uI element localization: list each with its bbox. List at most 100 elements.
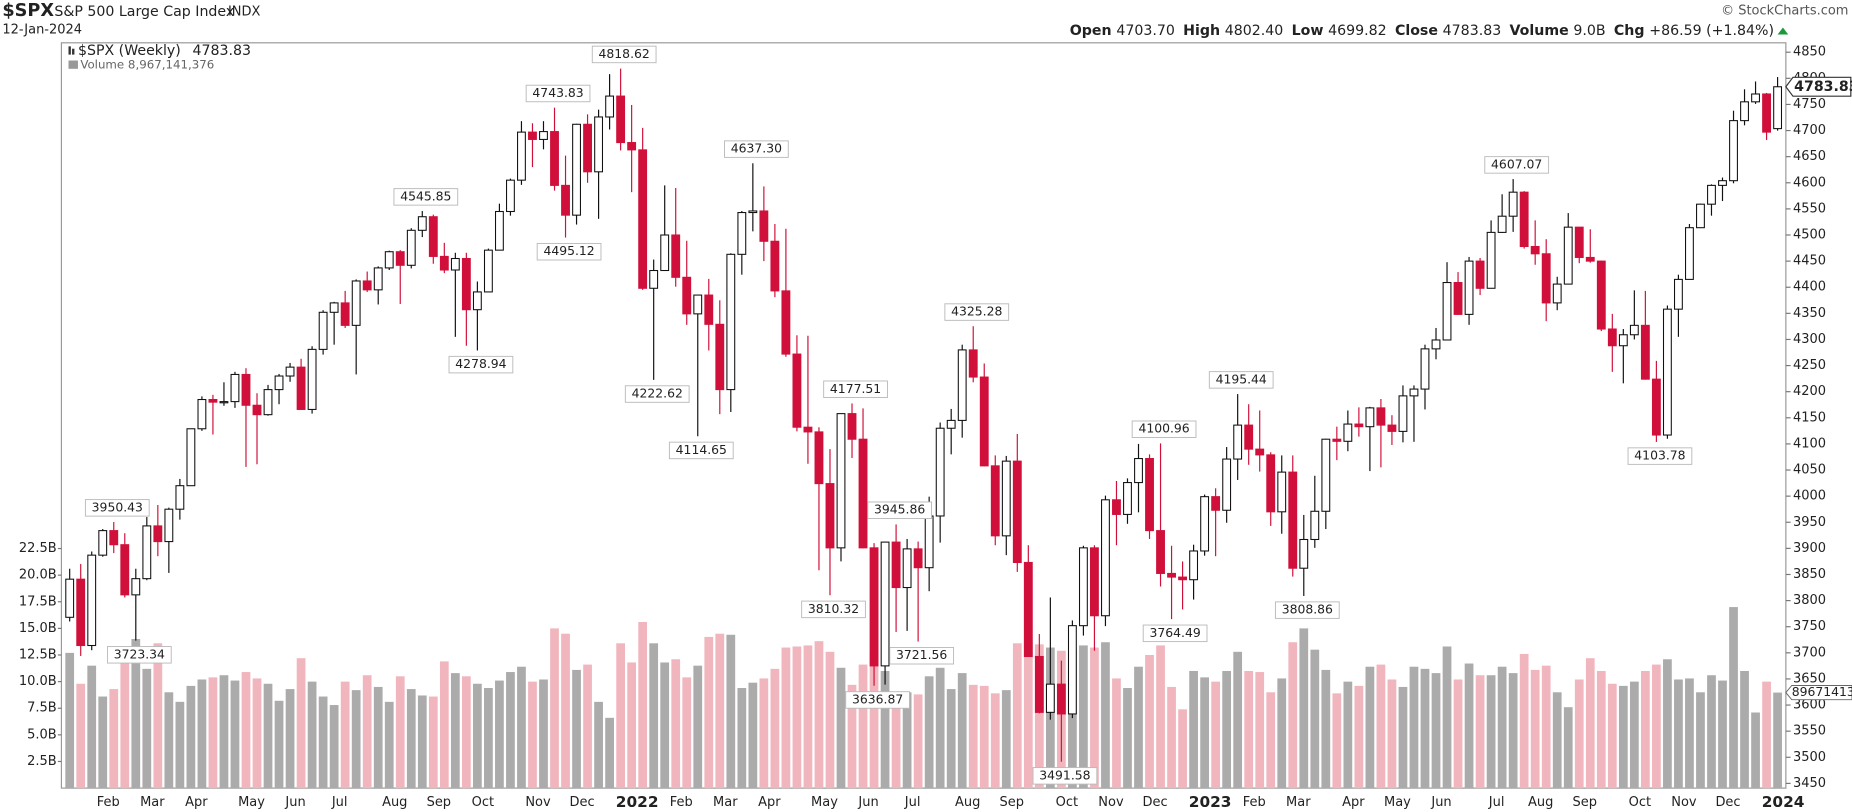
annotation-box: [1142, 624, 1208, 643]
volume-bar: [142, 668, 152, 789]
annotation-box: [1274, 601, 1340, 619]
volume-tick-label: 12.5B: [19, 648, 57, 663]
volume-bar: [627, 662, 637, 789]
volume-bar: [869, 652, 879, 789]
volume-bar: [1596, 670, 1606, 789]
x-tick-label: Aug: [1528, 795, 1553, 810]
quote-line: Open 4703.70 High 4802.40 Low 4699.82 Close 478…: [1070, 23, 1774, 39]
candle-body: [1508, 191, 1518, 217]
volume-bar: [781, 647, 791, 789]
candle-body: [1409, 388, 1419, 397]
volume-bar: [373, 686, 383, 789]
volume-bar: [1299, 628, 1309, 789]
candle-body: [1001, 460, 1011, 537]
volume-bar: [1255, 672, 1265, 789]
annotation-box: [944, 303, 1010, 321]
annotation-label: 3950.43: [92, 499, 143, 514]
legend-volume: Volume 8,967,141,376: [80, 58, 214, 72]
volume-bar: [825, 651, 835, 789]
candle-body: [869, 547, 879, 667]
volume-bar: [461, 676, 471, 789]
x-tick-label: Nov: [1098, 795, 1124, 810]
x-tick-label: Oct: [1629, 795, 1651, 810]
candle-body: [186, 428, 196, 487]
volume-tick-label: 7.5B: [27, 701, 57, 716]
volume-bar: [1420, 668, 1430, 789]
volume-bar: [1442, 646, 1452, 789]
volume-bar: [1090, 647, 1099, 789]
volume-bar: [561, 633, 570, 789]
candle-body: [1233, 424, 1243, 460]
volume-bar: [1707, 675, 1716, 789]
candle-body: [638, 149, 648, 289]
candle-body: [417, 216, 427, 231]
volume-bar: [517, 666, 526, 789]
annotation-label: 4177.51: [830, 381, 881, 396]
candle-body: [1365, 407, 1375, 428]
x-tick-label: Mar: [713, 795, 738, 810]
candle-body: [715, 323, 725, 391]
volume-bar: [1674, 679, 1683, 789]
x-tick-label: Sep: [1573, 795, 1597, 810]
candle-body: [98, 530, 108, 556]
volume-bar: [1123, 688, 1132, 789]
candle-body: [704, 294, 714, 325]
x-tick-label: Nov: [525, 795, 551, 810]
volume-bar: [814, 641, 824, 789]
volume-bar: [65, 652, 75, 789]
candle-body: [285, 366, 295, 377]
volume-bar: [836, 667, 846, 789]
candle-body: [1751, 93, 1760, 103]
y-tick-label: 4200: [1793, 384, 1826, 399]
volume-bar: [351, 690, 361, 789]
y-tick-label: 4750: [1793, 97, 1826, 112]
candle-body: [142, 525, 152, 580]
volume-bar: [1773, 692, 1782, 789]
candle-body: [120, 544, 130, 596]
volume-bar: [572, 669, 581, 789]
candle-body: [528, 131, 537, 140]
volume-bar: [1145, 655, 1154, 789]
volume-bar: [1178, 709, 1187, 789]
candle-body: [274, 375, 284, 391]
candle-body: [318, 311, 328, 350]
volume-bar: [1729, 607, 1738, 789]
annotation-label: 4103.78: [1634, 448, 1685, 463]
candle-body: [219, 401, 229, 404]
candle-body: [296, 366, 306, 410]
candle-body: [781, 290, 791, 355]
quote-value: 4699.82: [1328, 23, 1387, 39]
volume-bar: [858, 664, 868, 789]
y-tick-label: 3750: [1793, 619, 1826, 634]
candle-body: [1563, 226, 1573, 285]
y-tick-label: 3450: [1793, 776, 1826, 791]
x-tick-label: Dec: [1142, 795, 1167, 810]
volume-bar: [1751, 712, 1760, 789]
volume-bar: [76, 683, 86, 789]
volume-bar: [1530, 669, 1540, 789]
candle-body: [1343, 423, 1353, 442]
candle-body: [1740, 101, 1749, 122]
candle-body: [1112, 499, 1121, 515]
volume-bar: [395, 676, 405, 789]
candle-body: [164, 508, 174, 543]
volume-bar: [98, 696, 108, 789]
volume-tick-label: 10.0B: [19, 674, 57, 689]
candle-body: [759, 210, 769, 242]
last-price-label: 4783.83: [1794, 79, 1852, 95]
y-tick-label: 3850: [1793, 567, 1826, 582]
y-tick-label: 4250: [1793, 358, 1826, 373]
volume-bar: [979, 685, 989, 789]
volume-bar: [318, 696, 328, 789]
x-tick-label: Apr: [1342, 795, 1365, 810]
annotation-box: [536, 242, 602, 261]
candle-body: [902, 548, 912, 589]
candle-body: [1354, 423, 1364, 428]
y-tick-label: 3800: [1793, 593, 1826, 608]
candle-body: [439, 255, 449, 271]
legend-volume-icon: [68, 60, 78, 69]
volume-bar: [1167, 686, 1176, 789]
candle-body: [627, 142, 637, 151]
candle-body: [1299, 538, 1309, 569]
